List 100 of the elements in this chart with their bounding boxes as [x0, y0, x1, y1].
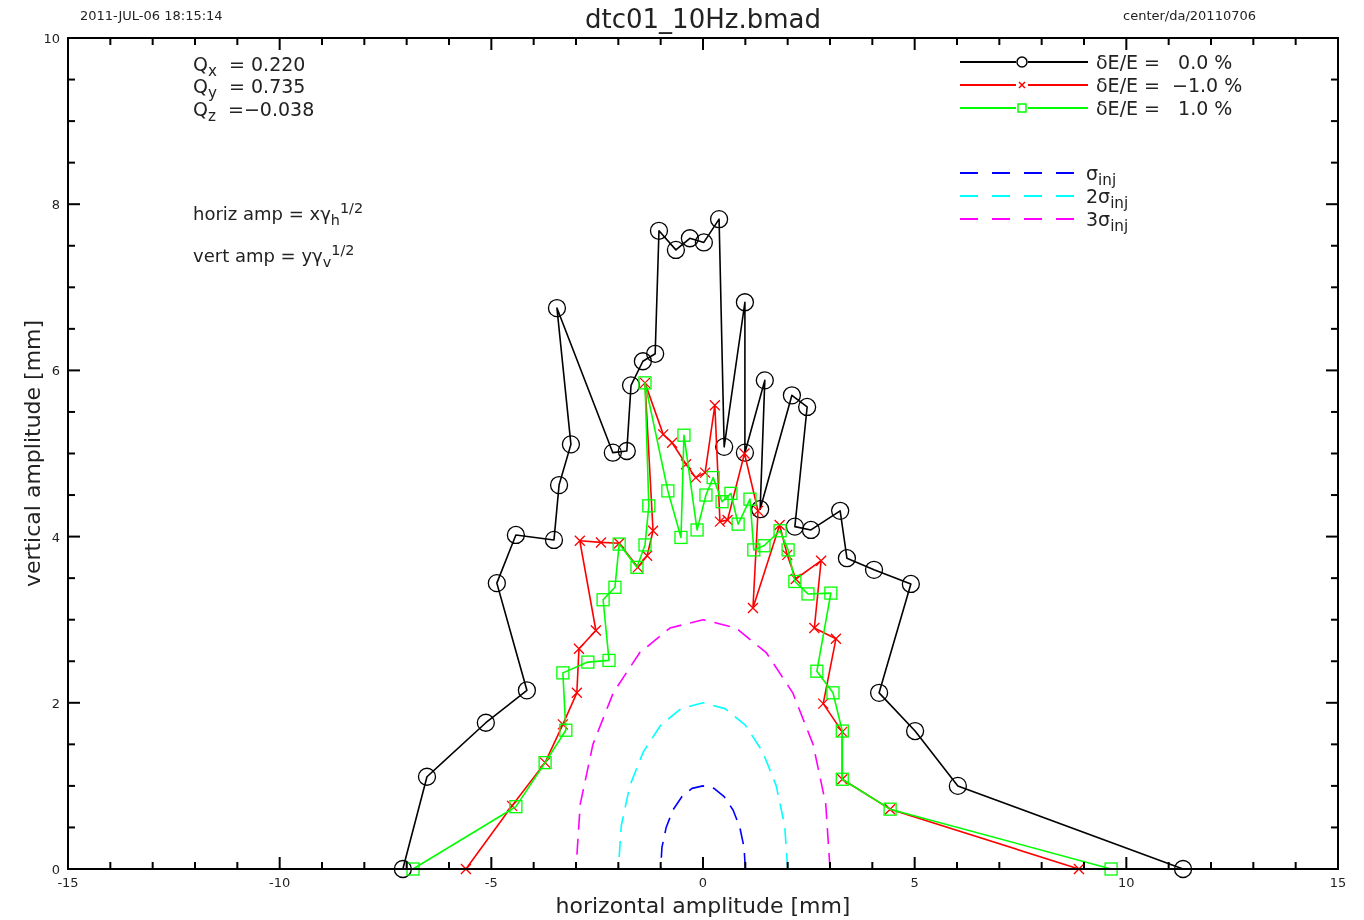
- point: [559, 723, 573, 737]
- point: [801, 587, 815, 601]
- point: [544, 530, 564, 550]
- point: [1173, 859, 1193, 879]
- point: [393, 859, 413, 879]
- point: [810, 664, 824, 678]
- point: [747, 543, 761, 557]
- point: [785, 517, 805, 536]
- point: [773, 524, 787, 538]
- chart-title: dtc01_10Hz.bmad: [585, 4, 821, 34]
- point: [642, 499, 656, 513]
- point: [666, 437, 678, 449]
- point: [617, 441, 636, 461]
- y-tick-label: 8: [51, 197, 60, 213]
- x-tick-label: -10: [269, 875, 291, 890]
- point: [603, 443, 622, 462]
- x-axis-title: horizontal amplitude [mm]: [555, 893, 851, 918]
- point: [781, 549, 793, 561]
- point: [476, 713, 495, 732]
- point: [782, 386, 802, 405]
- point: [948, 776, 967, 796]
- point: [596, 593, 610, 607]
- point: [680, 229, 700, 248]
- point: [556, 666, 570, 680]
- point: [549, 475, 569, 495]
- point: [573, 643, 585, 655]
- point: [715, 495, 729, 509]
- point: [608, 580, 622, 594]
- point: [517, 681, 537, 700]
- point: [602, 653, 616, 668]
- point: [824, 586, 838, 600]
- y-tick-label: 4: [51, 529, 60, 545]
- point: [790, 573, 802, 585]
- point: [869, 683, 889, 702]
- point: [641, 550, 653, 562]
- point: [781, 543, 795, 557]
- point: [735, 293, 755, 312]
- point: [826, 686, 840, 700]
- point: [417, 767, 437, 786]
- point: [649, 221, 669, 240]
- point: [755, 371, 774, 390]
- y-axis-title: vertical amplitude [mm]: [20, 319, 45, 588]
- point: [801, 520, 821, 540]
- point: [661, 484, 675, 498]
- point: [837, 549, 857, 568]
- point: [757, 539, 771, 553]
- point: [830, 633, 842, 645]
- point: [699, 488, 713, 502]
- point: [506, 800, 518, 812]
- point: [1073, 863, 1085, 875]
- point: [751, 500, 770, 519]
- point: [509, 800, 523, 814]
- point: [815, 555, 827, 567]
- y-tick-label: 0: [51, 862, 60, 877]
- x-tick-label: 5: [910, 875, 919, 890]
- text: center/da/20110706: [1123, 8, 1256, 23]
- point: [788, 574, 802, 589]
- point: [797, 397, 817, 417]
- point: [735, 443, 755, 462]
- point: [460, 863, 472, 875]
- x-tick-label: -15: [57, 875, 79, 890]
- point: [724, 486, 738, 501]
- x-tick-label: 10: [1118, 875, 1135, 890]
- point: [674, 530, 688, 545]
- point: [657, 428, 669, 441]
- x-tick-label: 15: [1329, 875, 1347, 890]
- y-tick-label: 6: [51, 363, 60, 379]
- text: 2011-JUL-06 18:15:14: [80, 8, 223, 23]
- point: [1104, 862, 1118, 876]
- point: [864, 560, 884, 579]
- point: [715, 437, 734, 456]
- point: [699, 466, 711, 479]
- point: [743, 492, 757, 506]
- point: [506, 525, 526, 545]
- point: [817, 697, 829, 710]
- point: [571, 687, 583, 699]
- point: [808, 622, 820, 634]
- x-tick-label: -5: [484, 875, 498, 890]
- legend-label: δE/E = 1.0 %: [1096, 97, 1233, 119]
- point: [706, 470, 720, 485]
- point: [574, 535, 586, 547]
- point: [677, 428, 691, 442]
- point: [666, 240, 686, 260]
- point: [905, 721, 925, 741]
- point: [709, 210, 729, 229]
- point: [901, 574, 921, 594]
- point: [557, 718, 569, 731]
- point: [747, 602, 759, 614]
- point: [647, 525, 659, 537]
- point: [561, 435, 581, 454]
- point: [690, 471, 702, 484]
- point: [680, 458, 692, 470]
- point: [547, 298, 567, 318]
- point: [694, 233, 713, 252]
- y-tick-label: 2: [51, 695, 60, 711]
- legend-label: δE/E = −1.0 %: [1096, 74, 1243, 96]
- point: [831, 501, 850, 520]
- x-tick-label: 0: [698, 875, 708, 890]
- point: [773, 519, 786, 531]
- point: [709, 399, 721, 411]
